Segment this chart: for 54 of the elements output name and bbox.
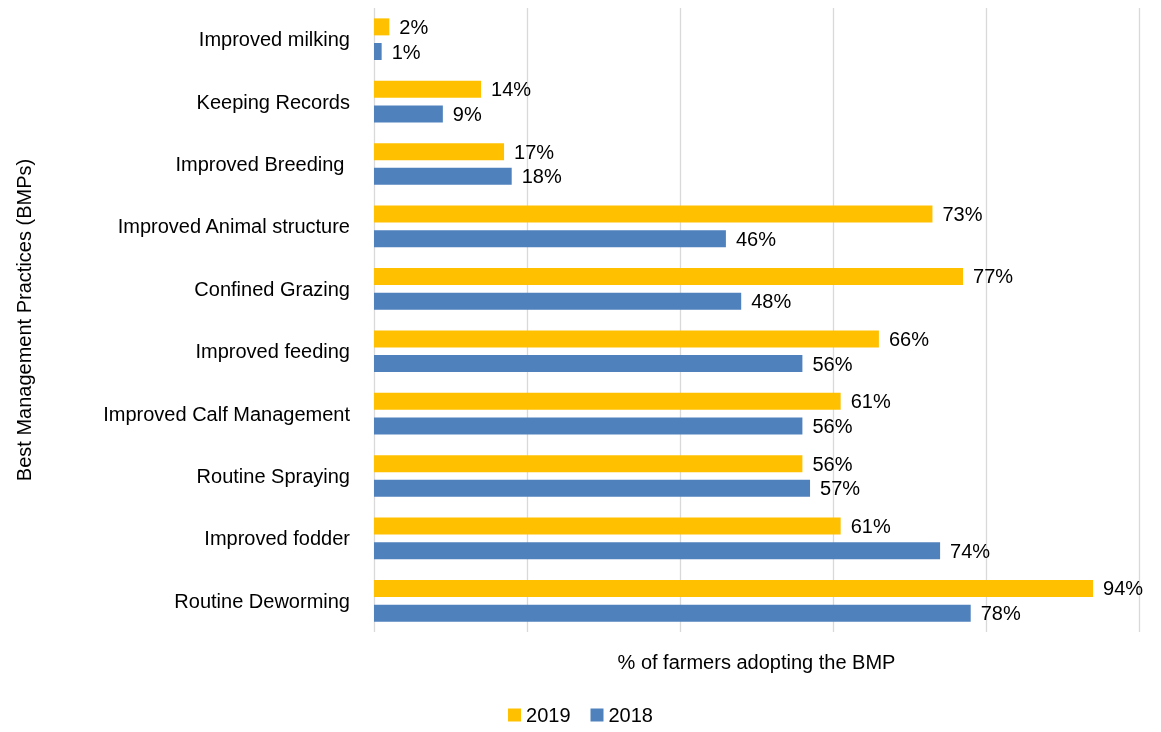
data-label: 78%	[980, 602, 1021, 625]
data-label: 56%	[812, 352, 853, 375]
bar	[374, 167, 512, 185]
y-tick-label: Improved Animal structure	[117, 215, 350, 238]
bar	[374, 355, 803, 373]
bar	[374, 417, 803, 435]
data-label: 61%	[850, 515, 891, 538]
y-tick-label: Routine Spraying	[196, 465, 350, 487]
data-label: 9%	[452, 102, 482, 125]
x-axis-title: % of farmers adopting the BMP	[617, 651, 896, 673]
bar	[374, 143, 505, 161]
bar	[374, 455, 803, 473]
data-label: 57%	[820, 477, 861, 500]
y-tick-label: Improved feeding	[195, 340, 350, 363]
legend-label: 2019	[526, 704, 571, 726]
data-label: 94%	[1103, 577, 1144, 600]
bar	[374, 604, 971, 622]
bar	[374, 479, 811, 497]
data-label: 18%	[521, 165, 562, 188]
bar	[374, 205, 933, 223]
data-label: 66%	[888, 327, 930, 350]
bar	[374, 43, 382, 61]
bar	[374, 392, 841, 410]
bar	[374, 330, 879, 348]
data-label: 56%	[812, 452, 853, 475]
y-tick-label: Keeping Records	[196, 90, 350, 113]
data-label: 46%	[735, 227, 777, 250]
data-label: 77%	[973, 265, 1014, 288]
bar	[374, 292, 742, 310]
data-label: 73%	[942, 203, 983, 226]
y-tick-label: Improved fodder	[204, 527, 351, 550]
y-tick-label: Improved Breeding	[175, 153, 350, 175]
data-label: 61%	[850, 390, 891, 413]
bar	[374, 267, 964, 285]
bar	[374, 579, 1094, 597]
y-tick-label: Confined Grazing	[194, 277, 350, 300]
y-tick-label: Improved Calf Management	[103, 402, 351, 425]
y-tick-label: Routine Deworming	[174, 589, 350, 612]
y-tick-label: Improved milking	[198, 28, 350, 51]
data-label: 74%	[950, 539, 991, 562]
bar	[374, 517, 841, 535]
bar	[374, 230, 726, 248]
bar	[374, 18, 390, 36]
legend-label: 2018	[608, 704, 653, 726]
bar	[374, 80, 482, 98]
data-label: 14%	[491, 78, 532, 101]
bar	[374, 105, 443, 123]
data-label: 56%	[812, 414, 853, 437]
data-label: 17%	[514, 140, 555, 163]
y-axis-title: Best Management Practices (BMPs)	[13, 158, 35, 482]
bar	[374, 542, 941, 560]
data-label: 1%	[391, 40, 421, 63]
data-label: 2%	[399, 15, 429, 38]
data-label: 48%	[751, 290, 792, 313]
